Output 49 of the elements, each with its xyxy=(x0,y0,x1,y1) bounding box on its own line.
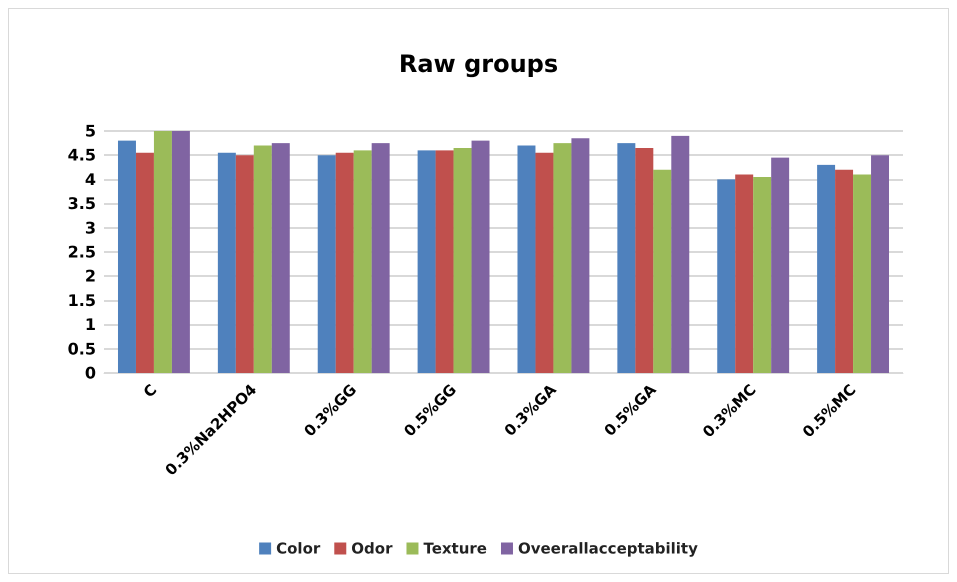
bar xyxy=(172,131,190,373)
bar xyxy=(671,136,690,373)
bar xyxy=(154,131,172,373)
bar xyxy=(617,143,636,373)
bar xyxy=(771,158,790,373)
y-tick-label: 4 xyxy=(84,170,96,189)
bar xyxy=(853,174,872,373)
y-tick-label: 2 xyxy=(84,266,96,286)
y-tick-label: 1.5 xyxy=(68,290,96,310)
bar xyxy=(871,155,890,373)
bar xyxy=(236,155,254,373)
bar xyxy=(454,148,472,373)
bar xyxy=(118,140,136,373)
bar xyxy=(817,164,836,373)
y-tick-label: 4.5 xyxy=(68,146,96,165)
bar xyxy=(254,146,272,373)
bar xyxy=(354,150,372,373)
bar xyxy=(653,170,672,373)
bar xyxy=(436,150,454,373)
legend-label: Oveerallacceptability xyxy=(518,540,698,558)
bar xyxy=(553,143,572,373)
bar xyxy=(835,170,854,373)
legend-label: Texture xyxy=(423,540,487,558)
bar xyxy=(418,150,436,373)
legend-label: Odor xyxy=(351,540,394,558)
legend-label: Color xyxy=(276,540,321,558)
bar xyxy=(372,143,390,373)
bar xyxy=(535,152,554,373)
bar xyxy=(472,140,490,373)
y-tick-label: 1 xyxy=(84,315,96,334)
bar xyxy=(272,143,290,373)
y-tick-label: 5 xyxy=(84,122,96,140)
y-tick-label: 0 xyxy=(84,364,96,382)
bar xyxy=(336,152,354,373)
bar xyxy=(136,152,154,373)
bar xyxy=(218,152,236,373)
y-tick-label: 3.5 xyxy=(68,194,96,214)
bar xyxy=(635,148,654,373)
bar xyxy=(571,138,590,373)
y-tick-label: 3 xyxy=(84,218,96,238)
bar xyxy=(735,174,754,373)
bar xyxy=(753,176,772,373)
bar xyxy=(717,179,736,373)
y-tick-label: 2.5 xyxy=(68,242,96,262)
x-tick-label: C xyxy=(140,380,160,402)
bar xyxy=(517,146,536,373)
bar xyxy=(318,155,336,373)
chart-title: Raw groups xyxy=(398,50,558,78)
y-tick-label: 0.5 xyxy=(68,339,96,358)
